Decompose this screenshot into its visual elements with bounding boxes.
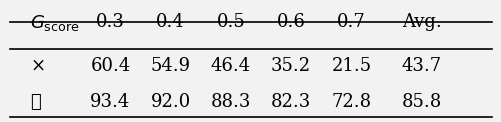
Text: 0.3: 0.3 <box>96 13 125 31</box>
Text: 35.2: 35.2 <box>271 57 311 75</box>
Text: 82.3: 82.3 <box>271 93 311 112</box>
Text: 0.5: 0.5 <box>216 13 245 31</box>
Text: $G_{\mathrm{score}}$: $G_{\mathrm{score}}$ <box>30 13 80 33</box>
Text: 88.3: 88.3 <box>210 93 250 112</box>
Text: 93.4: 93.4 <box>90 93 130 112</box>
Text: Avg.: Avg. <box>401 13 441 31</box>
Text: 60.4: 60.4 <box>90 57 130 75</box>
Text: 54.9: 54.9 <box>150 57 190 75</box>
Text: 0.7: 0.7 <box>336 13 365 31</box>
Text: 0.4: 0.4 <box>156 13 185 31</box>
Text: 72.8: 72.8 <box>331 93 371 112</box>
Text: ×: × <box>30 57 45 75</box>
Text: ✓: ✓ <box>30 93 41 112</box>
Text: 92.0: 92.0 <box>150 93 190 112</box>
Text: 85.8: 85.8 <box>401 93 441 112</box>
Text: 43.7: 43.7 <box>401 57 441 75</box>
Text: 21.5: 21.5 <box>331 57 371 75</box>
Text: 46.4: 46.4 <box>210 57 250 75</box>
Text: 0.6: 0.6 <box>276 13 305 31</box>
